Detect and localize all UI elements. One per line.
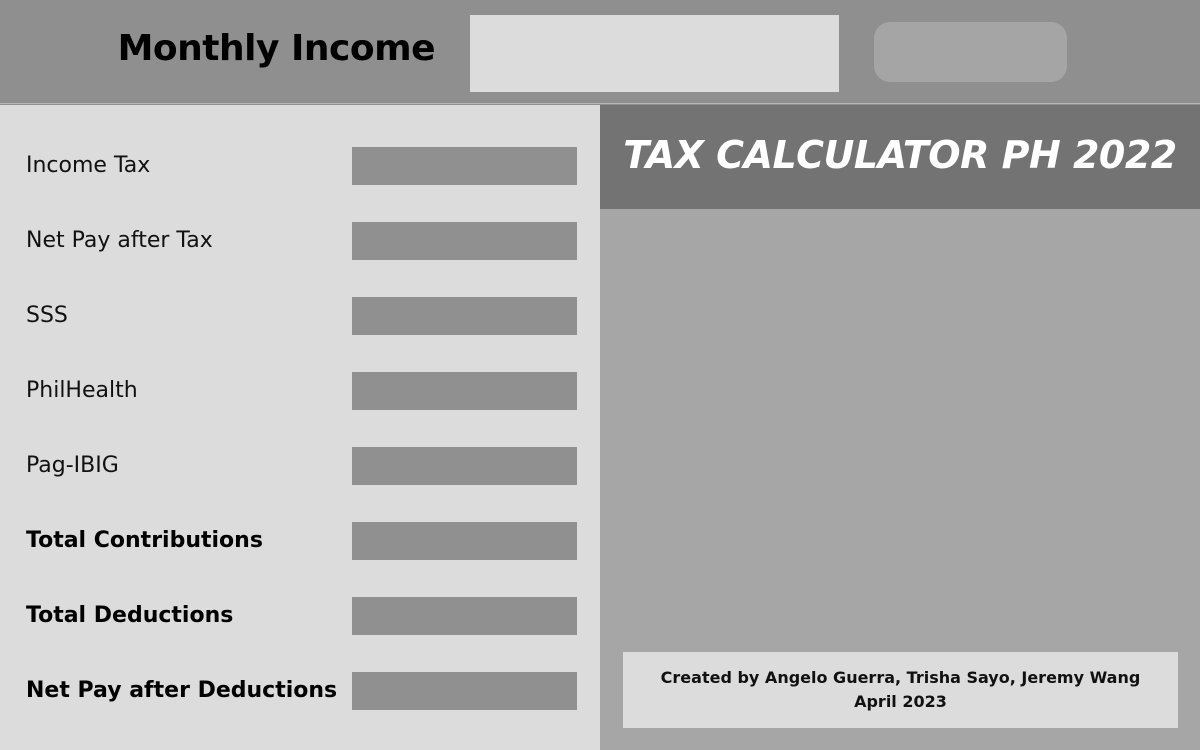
info-panel: TAX CALCULATOR PH 2022 Created by Angelo… (600, 105, 1200, 750)
net-pay-after-tax-field[interactable] (352, 222, 577, 260)
net-pay-after-deductions-field[interactable] (352, 672, 577, 710)
total-contributions-label: Total Contributions (26, 528, 263, 553)
pag-ibig-field[interactable] (352, 447, 577, 485)
credits-box: Created by Angelo Guerra, Trisha Sayo, J… (623, 652, 1178, 728)
pag-ibig-label: Pag-IBIG (26, 453, 119, 478)
result-row-income-tax: Income Tax (0, 147, 600, 185)
total-deductions-label: Total Deductions (26, 603, 234, 628)
result-row-total-contributions: Total Contributions (0, 522, 600, 560)
calculate-button[interactable] (874, 22, 1067, 82)
net-pay-after-tax-label: Net Pay after Tax (26, 228, 213, 253)
result-row-total-deductions: Total Deductions (0, 597, 600, 635)
net-pay-after-deductions-label: Net Pay after Deductions (26, 678, 338, 703)
app-title: TAX CALCULATOR PH 2022 (623, 133, 1177, 177)
result-row-pag-ibig: Pag-IBIG (0, 447, 600, 485)
sss-label: SSS (26, 303, 68, 328)
title-banner: TAX CALCULATOR PH 2022 (600, 105, 1200, 209)
income-tax-field[interactable] (352, 147, 577, 185)
result-row-sss: SSS (0, 297, 600, 335)
results-panel: Income Tax Net Pay after Tax SSS PhilHea… (0, 105, 600, 750)
total-contributions-field[interactable] (352, 522, 577, 560)
total-deductions-field[interactable] (352, 597, 577, 635)
income-tax-label: Income Tax (26, 153, 151, 178)
monthly-income-input[interactable] (470, 15, 839, 92)
result-row-net-pay-after-tax: Net Pay after Tax (0, 222, 600, 260)
result-row-net-pay-after-deductions: Net Pay after Deductions (0, 672, 600, 710)
sss-field[interactable] (352, 297, 577, 335)
philhealth-field[interactable] (352, 372, 577, 410)
philhealth-label: PhilHealth (26, 378, 138, 403)
credits-date: April 2023 (854, 692, 947, 711)
result-row-philhealth: PhilHealth (0, 372, 600, 410)
header: Monthly Income (0, 0, 1200, 104)
monthly-income-label: Monthly Income (117, 28, 436, 69)
credits-authors: Created by Angelo Guerra, Trisha Sayo, J… (660, 668, 1141, 687)
